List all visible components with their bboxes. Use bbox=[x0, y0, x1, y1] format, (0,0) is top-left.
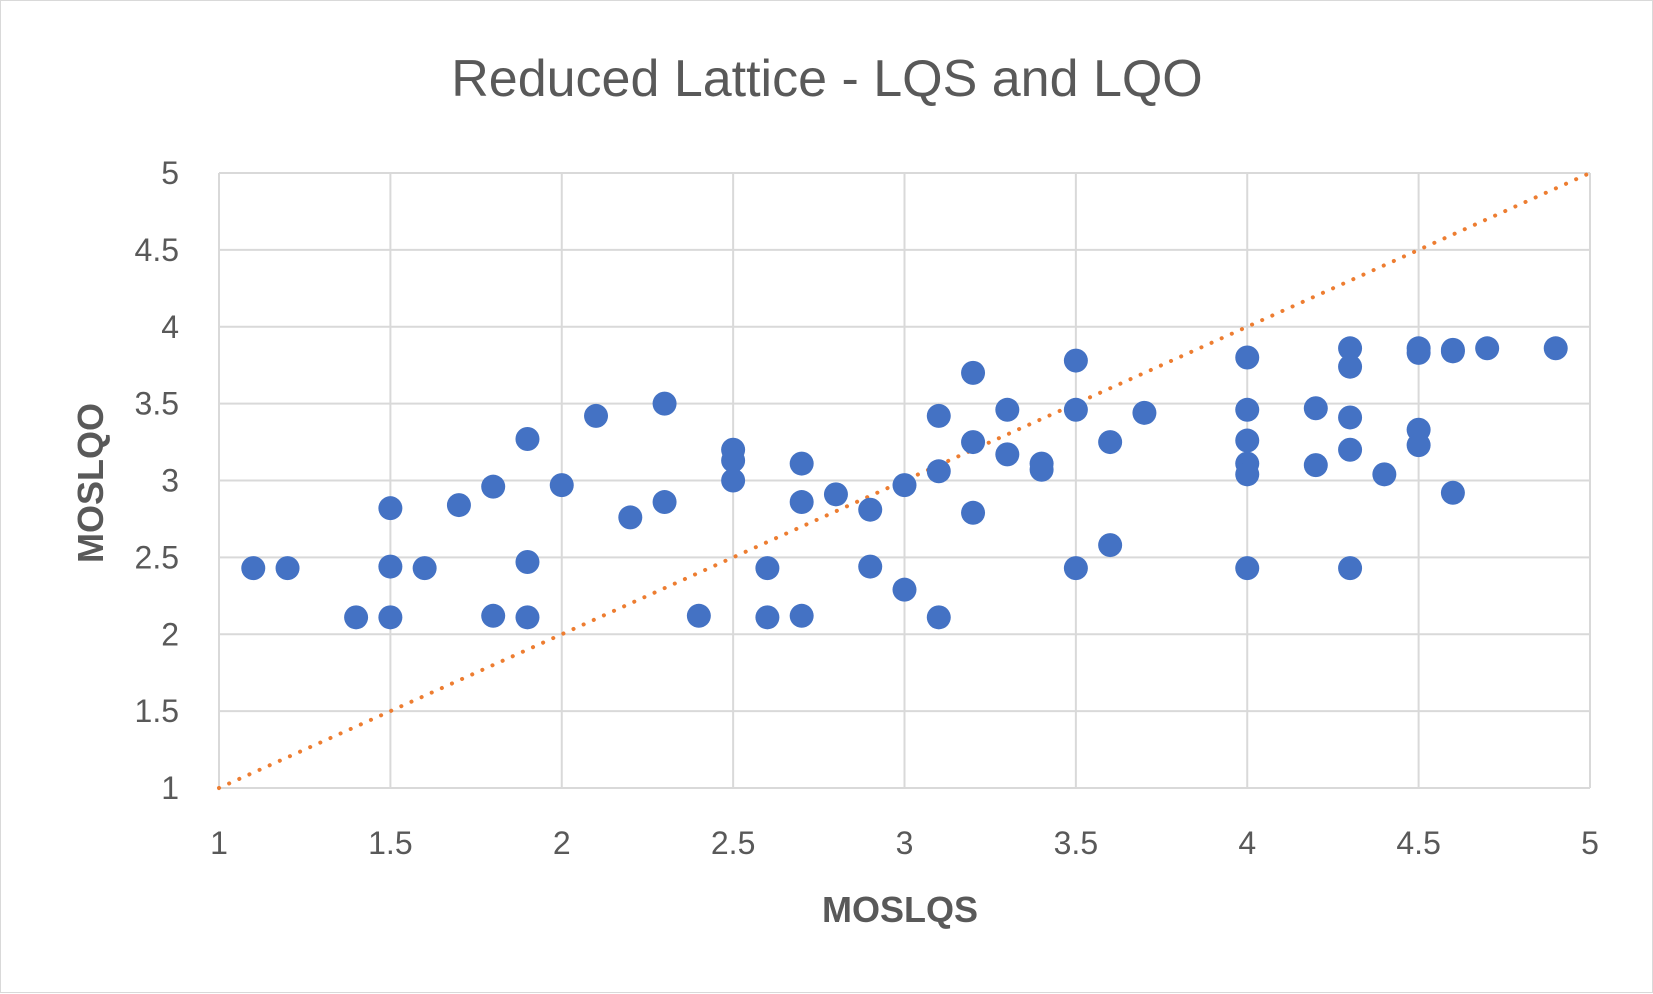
data-point bbox=[1098, 533, 1123, 558]
x-tick-label: 5 bbox=[1581, 825, 1599, 861]
data-point bbox=[961, 500, 986, 525]
y-tick-label: 4.5 bbox=[135, 232, 179, 268]
y-tick-label: 5 bbox=[161, 155, 179, 191]
x-tick-label: 4.5 bbox=[1396, 825, 1440, 861]
x-tick-label: 4 bbox=[1238, 825, 1256, 861]
y-tick-label: 3.5 bbox=[135, 386, 179, 422]
data-point bbox=[858, 497, 883, 522]
y-tick-label: 1.5 bbox=[135, 693, 179, 729]
data-point bbox=[1372, 462, 1397, 487]
x-tick-label: 3 bbox=[896, 825, 914, 861]
data-point bbox=[926, 403, 951, 428]
data-points bbox=[241, 336, 1568, 630]
data-point bbox=[1338, 336, 1363, 361]
data-point bbox=[481, 474, 506, 499]
data-point bbox=[515, 549, 540, 574]
data-point bbox=[549, 473, 574, 498]
data-point bbox=[1406, 340, 1431, 365]
x-axis-ticks: 1 1.5 2 2.5 3 3.5 4 4.5 5 bbox=[210, 825, 1599, 861]
y-axis-title: MOSLQO bbox=[70, 403, 111, 563]
data-point bbox=[755, 556, 780, 581]
data-point bbox=[344, 605, 369, 630]
x-axis-title: MOSLQS bbox=[822, 889, 978, 930]
data-point bbox=[1235, 462, 1260, 487]
data-point bbox=[446, 493, 471, 518]
data-point bbox=[1063, 556, 1088, 581]
data-point bbox=[892, 577, 917, 602]
data-point bbox=[1338, 437, 1363, 462]
data-point bbox=[515, 605, 540, 630]
data-point bbox=[995, 397, 1020, 422]
y-tick-label: 4 bbox=[161, 309, 179, 345]
y-axis-ticks: 1 1.5 2 2.5 3 3.5 4 4.5 5 bbox=[135, 155, 179, 806]
data-point bbox=[961, 430, 986, 455]
data-point bbox=[1338, 556, 1363, 581]
data-point bbox=[1338, 405, 1363, 430]
data-point bbox=[1440, 339, 1465, 364]
data-point bbox=[686, 603, 711, 628]
x-tick-label: 1 bbox=[210, 825, 228, 861]
data-point bbox=[1440, 480, 1465, 505]
data-point bbox=[789, 603, 814, 628]
data-point bbox=[892, 473, 917, 498]
data-point bbox=[1235, 345, 1260, 370]
data-point bbox=[721, 468, 746, 493]
data-point bbox=[584, 403, 609, 428]
data-point bbox=[412, 556, 437, 581]
data-point bbox=[378, 496, 403, 521]
x-tick-label: 3.5 bbox=[1054, 825, 1098, 861]
data-point bbox=[652, 391, 677, 416]
data-point bbox=[1303, 396, 1328, 421]
data-point bbox=[721, 448, 746, 473]
data-point bbox=[1063, 397, 1088, 422]
data-point bbox=[858, 554, 883, 579]
data-point bbox=[652, 490, 677, 515]
data-point bbox=[1406, 433, 1431, 458]
data-point bbox=[1235, 428, 1260, 453]
data-point bbox=[926, 605, 951, 630]
data-point bbox=[1338, 354, 1363, 379]
data-point bbox=[789, 451, 814, 476]
data-point bbox=[1235, 556, 1260, 581]
data-point bbox=[823, 482, 848, 507]
data-point bbox=[515, 426, 540, 451]
data-point bbox=[1543, 336, 1568, 361]
data-point bbox=[618, 505, 643, 530]
data-point bbox=[1029, 457, 1054, 482]
data-point bbox=[1098, 430, 1123, 455]
y-tick-label: 2.5 bbox=[135, 539, 179, 575]
data-point bbox=[1303, 453, 1328, 478]
x-tick-label: 1.5 bbox=[368, 825, 412, 861]
data-point bbox=[1475, 336, 1500, 361]
y-tick-label: 3 bbox=[161, 463, 179, 499]
data-point bbox=[1132, 400, 1157, 425]
x-tick-label: 2.5 bbox=[711, 825, 755, 861]
data-point bbox=[241, 556, 266, 581]
y-tick-label: 1 bbox=[161, 770, 179, 806]
x-tick-label: 2 bbox=[553, 825, 571, 861]
data-point bbox=[1063, 348, 1088, 373]
data-point bbox=[481, 603, 506, 628]
data-point bbox=[378, 554, 403, 579]
chart-title: Reduced Lattice - LQS and LQO bbox=[451, 50, 1203, 108]
data-point bbox=[755, 605, 780, 630]
data-point bbox=[995, 442, 1020, 467]
data-point bbox=[926, 459, 951, 484]
y-tick-label: 2 bbox=[161, 616, 179, 652]
data-point bbox=[1235, 397, 1260, 422]
data-point bbox=[961, 360, 986, 385]
data-point bbox=[378, 605, 403, 630]
data-point bbox=[275, 556, 300, 581]
data-point bbox=[789, 490, 814, 515]
